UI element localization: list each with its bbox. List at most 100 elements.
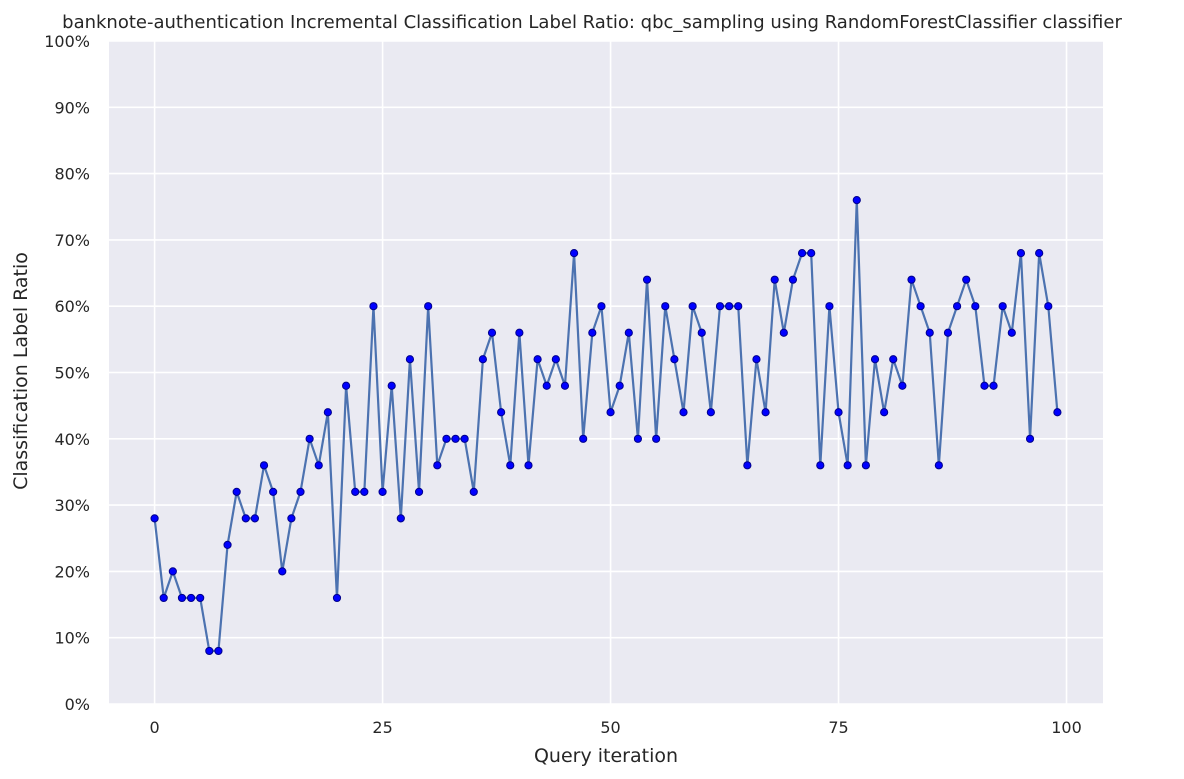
y-tick-label: 10% <box>54 629 90 648</box>
x-tick-label: 25 <box>372 718 392 737</box>
data-point <box>478 355 487 364</box>
data-point <box>788 275 798 284</box>
data-point <box>323 408 332 417</box>
data-point <box>186 593 196 603</box>
data-point <box>825 302 834 311</box>
data-point <box>633 434 643 443</box>
data-point <box>579 434 588 443</box>
data-point <box>624 328 633 337</box>
data-point <box>232 487 241 496</box>
data-point <box>396 514 405 523</box>
data-point <box>177 593 187 603</box>
data-point <box>560 381 570 390</box>
y-tick-label: 80% <box>54 165 90 184</box>
data-point <box>934 461 943 470</box>
data-point <box>816 461 825 470</box>
data-point <box>706 408 715 417</box>
x-axis-title: Query iteration <box>534 745 678 767</box>
data-point <box>515 328 524 337</box>
data-point <box>779 328 788 337</box>
data-point <box>679 408 688 417</box>
data-point <box>387 381 396 390</box>
data-point <box>652 434 661 443</box>
data-point <box>506 461 515 470</box>
data-point <box>150 514 159 523</box>
data-point <box>880 408 889 417</box>
data-point <box>460 434 469 443</box>
data-point <box>259 461 269 470</box>
data-point <box>205 646 214 656</box>
data-point <box>870 355 880 364</box>
data-point <box>1053 408 1062 417</box>
data-point <box>743 461 752 470</box>
data-point <box>241 514 250 523</box>
data-point <box>725 302 734 311</box>
data-point <box>1035 249 1044 258</box>
data-point <box>807 249 816 258</box>
data-point <box>898 381 907 390</box>
data-point <box>943 328 953 337</box>
data-point <box>414 487 424 496</box>
x-tick-label: 100 <box>1051 718 1082 737</box>
data-point <box>916 302 925 311</box>
data-point <box>342 381 351 390</box>
data-point <box>269 487 278 496</box>
data-point <box>469 487 478 496</box>
data-point <box>278 567 287 576</box>
data-point <box>168 567 177 576</box>
data-point <box>569 249 579 258</box>
data-point <box>360 487 369 496</box>
data-point <box>405 355 415 364</box>
data-point <box>524 461 533 470</box>
x-tick-label: 0 <box>150 718 160 737</box>
data-point <box>688 302 697 311</box>
data-point <box>351 487 360 496</box>
data-point <box>889 355 898 364</box>
data-point <box>1044 302 1053 311</box>
data-point <box>797 249 807 258</box>
data-point <box>378 487 387 496</box>
data-point <box>487 328 497 337</box>
x-tick-label: 50 <box>600 718 620 737</box>
data-point <box>642 275 652 284</box>
data-point <box>214 646 223 656</box>
data-point <box>1007 328 1016 337</box>
y-tick-label: 90% <box>54 98 90 117</box>
chart-title: banknote-authentication Incremental Clas… <box>62 12 1122 33</box>
x-tick-label: 75 <box>828 718 848 737</box>
data-point <box>533 355 542 364</box>
series-line <box>153 199 1059 653</box>
data-point <box>250 514 260 523</box>
data-point <box>843 461 852 470</box>
data-point <box>752 355 761 364</box>
y-tick-label: 70% <box>54 231 90 250</box>
y-tick-label: 20% <box>54 562 90 581</box>
y-axis-title: Classification Label Ratio <box>10 252 32 490</box>
data-point <box>615 381 624 390</box>
data-point <box>296 487 305 496</box>
grid <box>109 40 1103 705</box>
data-point <box>287 514 296 523</box>
data-point <box>433 461 442 470</box>
data-point <box>542 381 551 390</box>
data-point <box>451 434 460 443</box>
data-point <box>998 302 1007 311</box>
data-point <box>597 302 606 311</box>
data-point <box>971 302 980 311</box>
y-tick-label: 50% <box>54 364 90 383</box>
y-axis: 0% 10% 20% 30% 40% 50% 60% 70% 80% 90% 100% <box>44 32 90 714</box>
data-point <box>697 328 706 337</box>
data-point <box>925 328 934 337</box>
data-point <box>369 302 378 311</box>
data-point <box>661 302 670 311</box>
y-tick-label: 60% <box>54 297 90 316</box>
data-point <box>980 381 989 390</box>
y-tick-label: 100% <box>44 32 90 51</box>
data-point <box>989 381 998 390</box>
data-point <box>588 328 597 337</box>
data-point <box>715 302 725 311</box>
y-tick-label: 30% <box>54 496 90 515</box>
data-point <box>606 408 615 417</box>
data-point <box>834 408 843 417</box>
